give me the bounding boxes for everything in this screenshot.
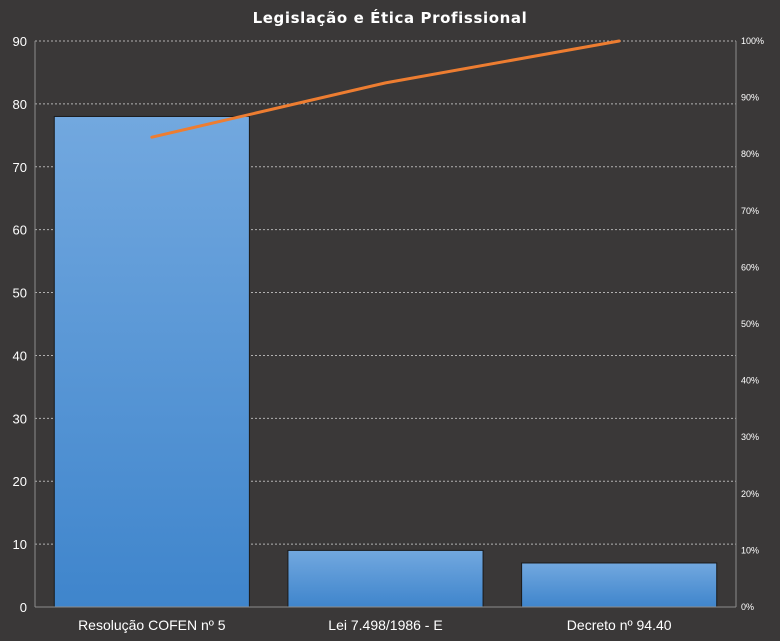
right-y-axis: 0% 10% 20% 30% 40% 50% 60% 70% 80% 90% 100% (735, 36, 764, 612)
cumulative-line-layer (150, 39, 621, 139)
bar (53, 115, 250, 608)
left-y-tick-label: 50 (13, 286, 27, 301)
left-y-tick-label: 30 (13, 411, 27, 426)
bar (521, 562, 718, 608)
left-y-axis: 0 10 20 30 40 50 60 70 80 90 (13, 34, 36, 615)
left-y-tick-label: 40 (13, 348, 27, 363)
x-tick-label: Resolução COFEN nº 5 (78, 617, 226, 633)
right-y-tick-label: 90% (741, 93, 759, 103)
right-y-tick-label: 30% (741, 432, 759, 442)
left-y-tick-label: 90 (13, 34, 27, 49)
chart-title: Legislação e Ética Profissional (253, 8, 528, 27)
right-y-tick-label: 20% (741, 489, 759, 499)
bar (287, 549, 484, 608)
left-y-tick-label: 10 (13, 537, 27, 552)
right-y-tick-label: 50% (741, 319, 759, 329)
x-axis: Resolução COFEN nº 5 Lei 7.498/1986 - E De… (35, 606, 736, 633)
right-y-tick-label: 0% (741, 602, 754, 612)
right-y-tick-label: 80% (741, 149, 759, 159)
left-y-tick-label: 80 (13, 97, 27, 112)
left-y-tick-label: 70 (13, 160, 27, 175)
right-y-tick-label: 70% (741, 206, 759, 216)
left-y-tick-label: 60 (13, 223, 27, 238)
bars (53, 115, 718, 608)
right-y-tick-label: 40% (741, 376, 759, 386)
right-y-tick-label: 60% (741, 262, 759, 272)
x-tick-label: Decreto nº 94.40 (567, 617, 672, 633)
left-y-tick-label: 0 (20, 600, 27, 615)
right-y-tick-label: 10% (741, 545, 759, 555)
x-tick-label: Lei 7.498/1986 - E (328, 617, 442, 633)
left-y-tick-label: 20 (13, 474, 27, 489)
right-y-tick-label: 100% (741, 36, 764, 46)
